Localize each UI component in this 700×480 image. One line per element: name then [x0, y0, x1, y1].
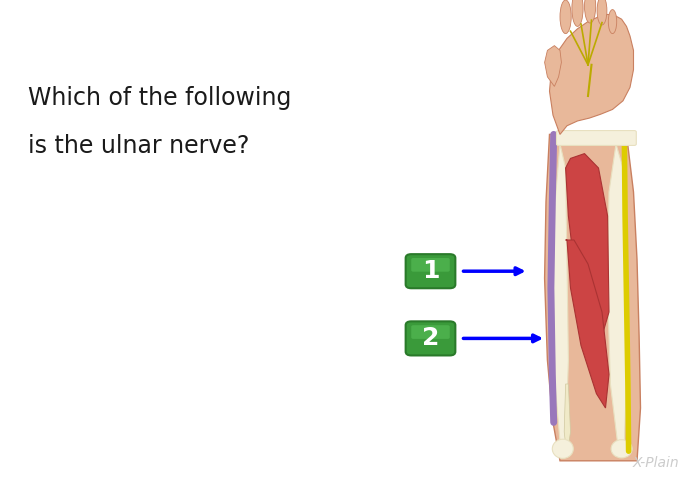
- Ellipse shape: [611, 440, 632, 458]
- Ellipse shape: [597, 0, 607, 25]
- Polygon shape: [564, 384, 570, 456]
- Polygon shape: [545, 46, 561, 86]
- FancyBboxPatch shape: [406, 322, 456, 355]
- FancyBboxPatch shape: [556, 131, 636, 145]
- FancyBboxPatch shape: [412, 325, 450, 339]
- Ellipse shape: [584, 0, 596, 23]
- Ellipse shape: [552, 439, 573, 458]
- FancyBboxPatch shape: [406, 254, 456, 288]
- Polygon shape: [566, 154, 609, 336]
- Polygon shape: [553, 144, 568, 442]
- Text: X-Plain: X-Plain: [632, 456, 679, 470]
- FancyBboxPatch shape: [412, 258, 450, 272]
- Polygon shape: [550, 14, 634, 134]
- Ellipse shape: [572, 0, 583, 26]
- Ellipse shape: [560, 0, 571, 34]
- Polygon shape: [566, 240, 609, 408]
- Text: Which of the following: Which of the following: [28, 86, 291, 110]
- Text: 1: 1: [421, 259, 440, 283]
- Polygon shape: [545, 134, 640, 461]
- Text: 2: 2: [422, 326, 439, 350]
- Text: is the ulnar nerve?: is the ulnar nerve?: [28, 134, 249, 158]
- Polygon shape: [608, 144, 627, 442]
- Ellipse shape: [608, 10, 617, 34]
